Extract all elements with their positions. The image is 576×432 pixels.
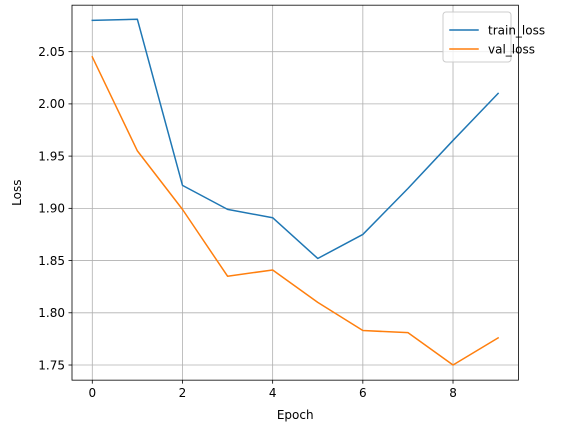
y-axis-label: Loss — [10, 180, 24, 206]
series-line-val-loss — [91, 55, 500, 366]
x-tick-label: 4 — [269, 386, 277, 400]
legend-label-val-loss: val_loss — [488, 42, 535, 56]
y-ticks: 1.75 1.80 1.85 1.90 1.95 2.00 2.05 — [38, 45, 72, 372]
x-tick-label: 6 — [359, 386, 367, 400]
x-tick-label: 8 — [449, 386, 457, 400]
y-tick-label: 1.90 — [38, 202, 65, 216]
plot-frame — [71, 4, 519, 381]
x-tick-label: 2 — [179, 386, 187, 400]
legend: train_loss val_loss — [442, 11, 545, 63]
y-tick-label: 2.05 — [38, 45, 65, 59]
y-tick-label: 1.85 — [38, 254, 65, 268]
x-tick-label: 0 — [88, 386, 96, 400]
x-axis-label: Epoch — [277, 408, 314, 422]
y-tick-label: 1.95 — [38, 149, 65, 163]
x-ticks: 0 2 4 6 8 — [88, 380, 457, 400]
y-tick-label: 1.75 — [38, 358, 65, 372]
series-lines — [91, 18, 500, 366]
y-tick-label: 1.80 — [38, 306, 65, 320]
legend-label-train-loss: train_loss — [488, 23, 545, 37]
y-tick-label: 2.00 — [38, 97, 65, 111]
series-line-train-loss — [91, 18, 500, 260]
